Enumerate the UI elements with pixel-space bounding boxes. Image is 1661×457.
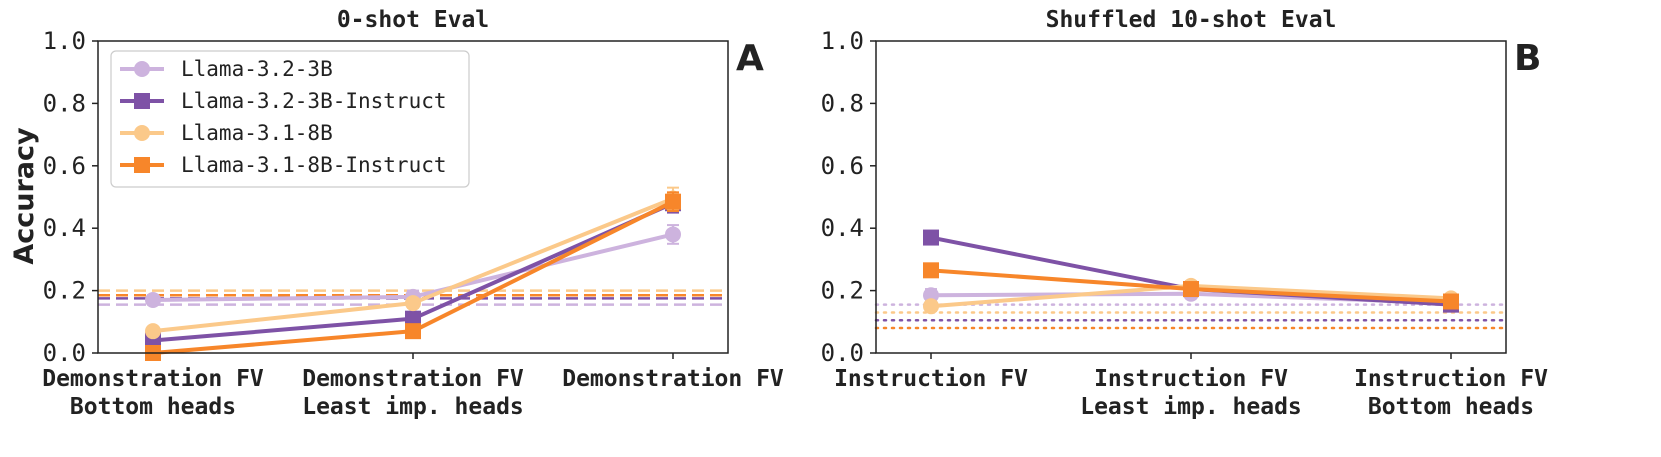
legend-marker: [134, 61, 150, 77]
legend-box: [110, 50, 470, 188]
plot-frame: [875, 40, 1507, 354]
legend: Llama-3.2-3B Llama-3.2-3B-Instruct Llama-3…: [110, 50, 470, 188]
data-point-llama-3-1-8b-instruct: [923, 262, 939, 279]
data-point-llama-3-1-8b: [145, 323, 161, 340]
x-tick-label-line: Instruction FV: [1354, 366, 1548, 392]
y-tick-label: 0.4: [43, 214, 86, 242]
panel-a: 0-shot Eval A 0.0 0.2 0.4 0.6 0.8 1.0 Demonstrat…: [42, 7, 784, 420]
y-tick-label: 0.2: [821, 277, 864, 305]
panel-b: Shuffled 10-shot Eval B 0.0 0.2 0.4 0.6 0.8 1.0…: [821, 7, 1548, 420]
data-point-llama-3-2-3b: [665, 226, 681, 243]
plot-frame: [97, 40, 729, 354]
y-tick-label: 0.2: [43, 277, 86, 305]
chart-title: Shuffled 10-shot Eval: [1046, 7, 1337, 33]
x-tick-label: Demonstration FV Least imp. heads: [302, 366, 524, 420]
data-point-llama-3-2-3b: [145, 291, 161, 308]
y-tick-label: 1.0: [43, 27, 86, 55]
data-point-llama-3-1-8b: [405, 295, 421, 312]
data-point-llama-3-1-8b-instruct: [665, 193, 681, 210]
data-point-llama-3-1-8b-instruct: [1443, 293, 1459, 310]
x-tick-label: Demonstration FV: [562, 366, 784, 392]
y-tick-label: 1.0: [821, 27, 864, 55]
y-tick-label: 0.8: [43, 89, 86, 117]
x-tick-label-line: Instruction FV: [834, 366, 1028, 392]
x-tick-label: Demonstration FV Bottom heads: [42, 366, 264, 420]
legend-marker: [134, 157, 150, 173]
legend-label: Llama-3.2-3B-Instruct: [181, 89, 447, 113]
legend-marker: [134, 93, 150, 109]
x-tick-label-line: Least imp. heads: [1080, 394, 1302, 420]
panel-label: B: [1514, 38, 1541, 79]
y-tick-label: 0.6: [821, 152, 864, 180]
x-tick-label-line: Bottom heads: [1368, 394, 1534, 420]
legend-label: Llama-3.1-8B-Instruct: [181, 153, 447, 177]
x-tick-label-line: Demonstration FV: [302, 366, 524, 392]
data-point-llama-3-2-3b-instruct: [923, 229, 939, 246]
x-tick-label-line: Instruction FV: [1094, 366, 1288, 392]
x-tick-label: Instruction FV Least imp. heads: [1080, 366, 1302, 420]
y-tick-label: 0.0: [43, 339, 86, 367]
legend-label: Llama-3.1-8B: [181, 121, 333, 145]
x-tick-label-line: Bottom heads: [70, 394, 236, 420]
y-tick-label: 0.4: [821, 214, 864, 242]
data-point-llama-3-1-8b-instruct: [1183, 281, 1199, 298]
data-point-llama-3-1-8b: [923, 298, 939, 315]
x-tick-label: Instruction FV: [834, 366, 1028, 392]
x-tick-label-line: Demonstration FV: [562, 366, 784, 392]
legend-label: Llama-3.2-3B: [181, 57, 333, 81]
y-tick-label: 0.8: [821, 89, 864, 117]
data-point-llama-3-1-8b-instruct: [405, 323, 421, 340]
x-tick-label-line: Least imp. heads: [302, 394, 524, 420]
x-tick-label-line: Demonstration FV: [42, 366, 264, 392]
x-tick-label: Instruction FV Bottom heads: [1354, 366, 1548, 420]
panel-label: A: [736, 38, 764, 79]
legend-marker: [134, 125, 150, 141]
y-axis-label: Accuracy: [9, 127, 40, 265]
chart-title: 0-shot Eval: [337, 7, 489, 33]
y-tick-label: 0.0: [821, 339, 864, 367]
y-tick-label: 0.6: [43, 152, 86, 180]
